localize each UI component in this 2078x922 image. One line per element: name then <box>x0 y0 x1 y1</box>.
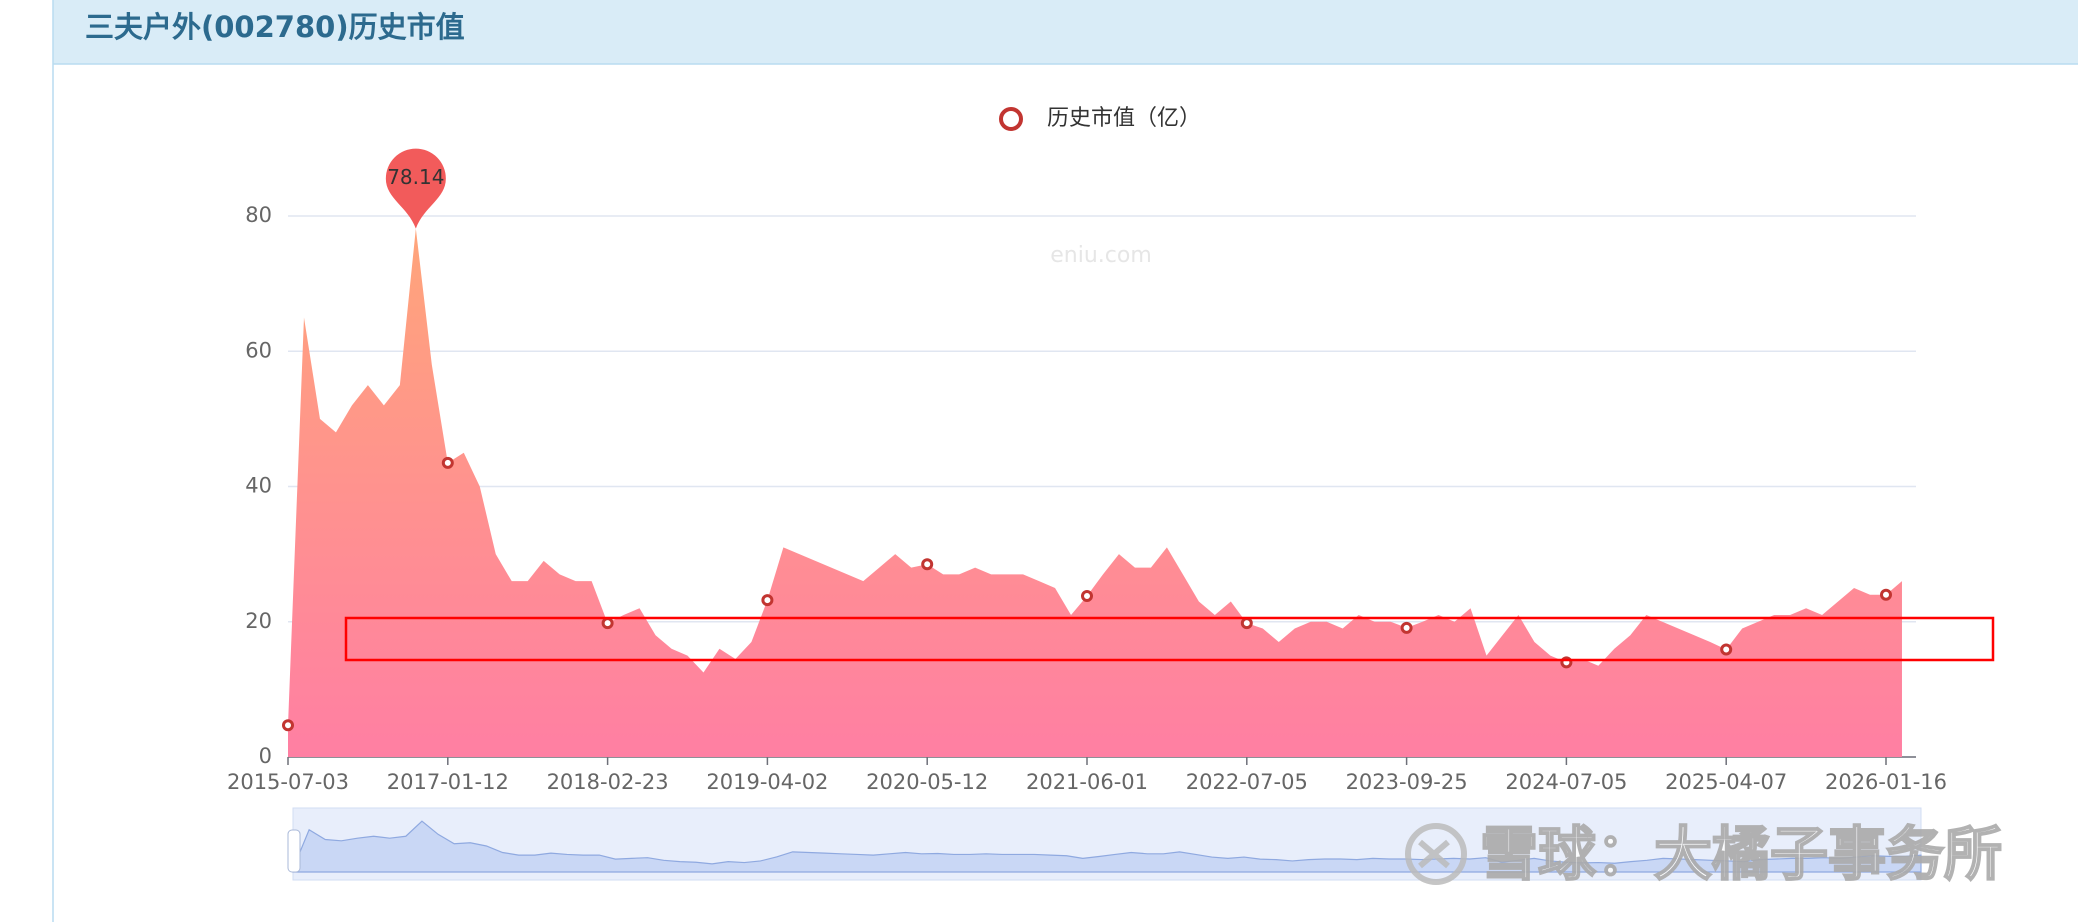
zoom-preview <box>292 820 1922 873</box>
x-tick-label: 2020-05-12 <box>866 770 988 794</box>
y-tick-label: 80 <box>245 203 272 227</box>
marker <box>1880 588 1892 601</box>
y-tick-label: 60 <box>245 338 272 362</box>
marker <box>441 456 454 469</box>
panel-title: 三夫户外(002780)历史市值 <box>85 10 465 44</box>
marker <box>1400 621 1413 634</box>
marker <box>1240 617 1253 630</box>
zoom-handle[interactable] <box>287 829 301 873</box>
x-tick-label: 2015-07-03 <box>227 770 349 794</box>
x-tick-label: 2026-01-16 <box>1825 770 1947 794</box>
legend-symbol <box>999 107 1023 131</box>
marker <box>1720 643 1733 656</box>
plot: 78.14 历史市值（亿） <box>282 106 1902 757</box>
marker <box>282 719 294 732</box>
marker <box>601 617 614 630</box>
header-band <box>53 0 2078 64</box>
legend-label: 历史市值（亿） <box>1047 106 1201 131</box>
y-tick-label: 0 <box>259 744 272 768</box>
area <box>288 228 1902 757</box>
x-tick-label: 2023-09-25 <box>1346 770 1468 794</box>
x-tick-label: 2022-07-05 <box>1186 770 1308 794</box>
y-tick-label: 20 <box>245 609 272 633</box>
zoom-area <box>292 820 1922 873</box>
y-tick-label: 40 <box>245 474 272 498</box>
x-tick-label: 2018-02-23 <box>547 770 669 794</box>
marker <box>761 594 774 607</box>
marker <box>1081 590 1093 603</box>
x-tick-label: 2025-04-07 <box>1665 770 1787 794</box>
credit-logo <box>1405 823 1467 885</box>
watermark: eniu.com <box>1050 243 1152 268</box>
x-tick-label: 2017-01-12 <box>387 770 509 794</box>
highlight-box <box>344 616 1995 662</box>
max-pin <box>385 148 446 229</box>
max-label: 78.14 <box>387 165 444 189</box>
x-tick-label: 2019-04-02 <box>706 770 828 794</box>
credit: 雪球：大橘子事务所 <box>1480 820 2002 888</box>
marker <box>921 558 934 571</box>
x-tick-label: 2021-06-01 <box>1026 770 1148 794</box>
x-tick-label: 2024-07-05 <box>1505 770 1627 794</box>
